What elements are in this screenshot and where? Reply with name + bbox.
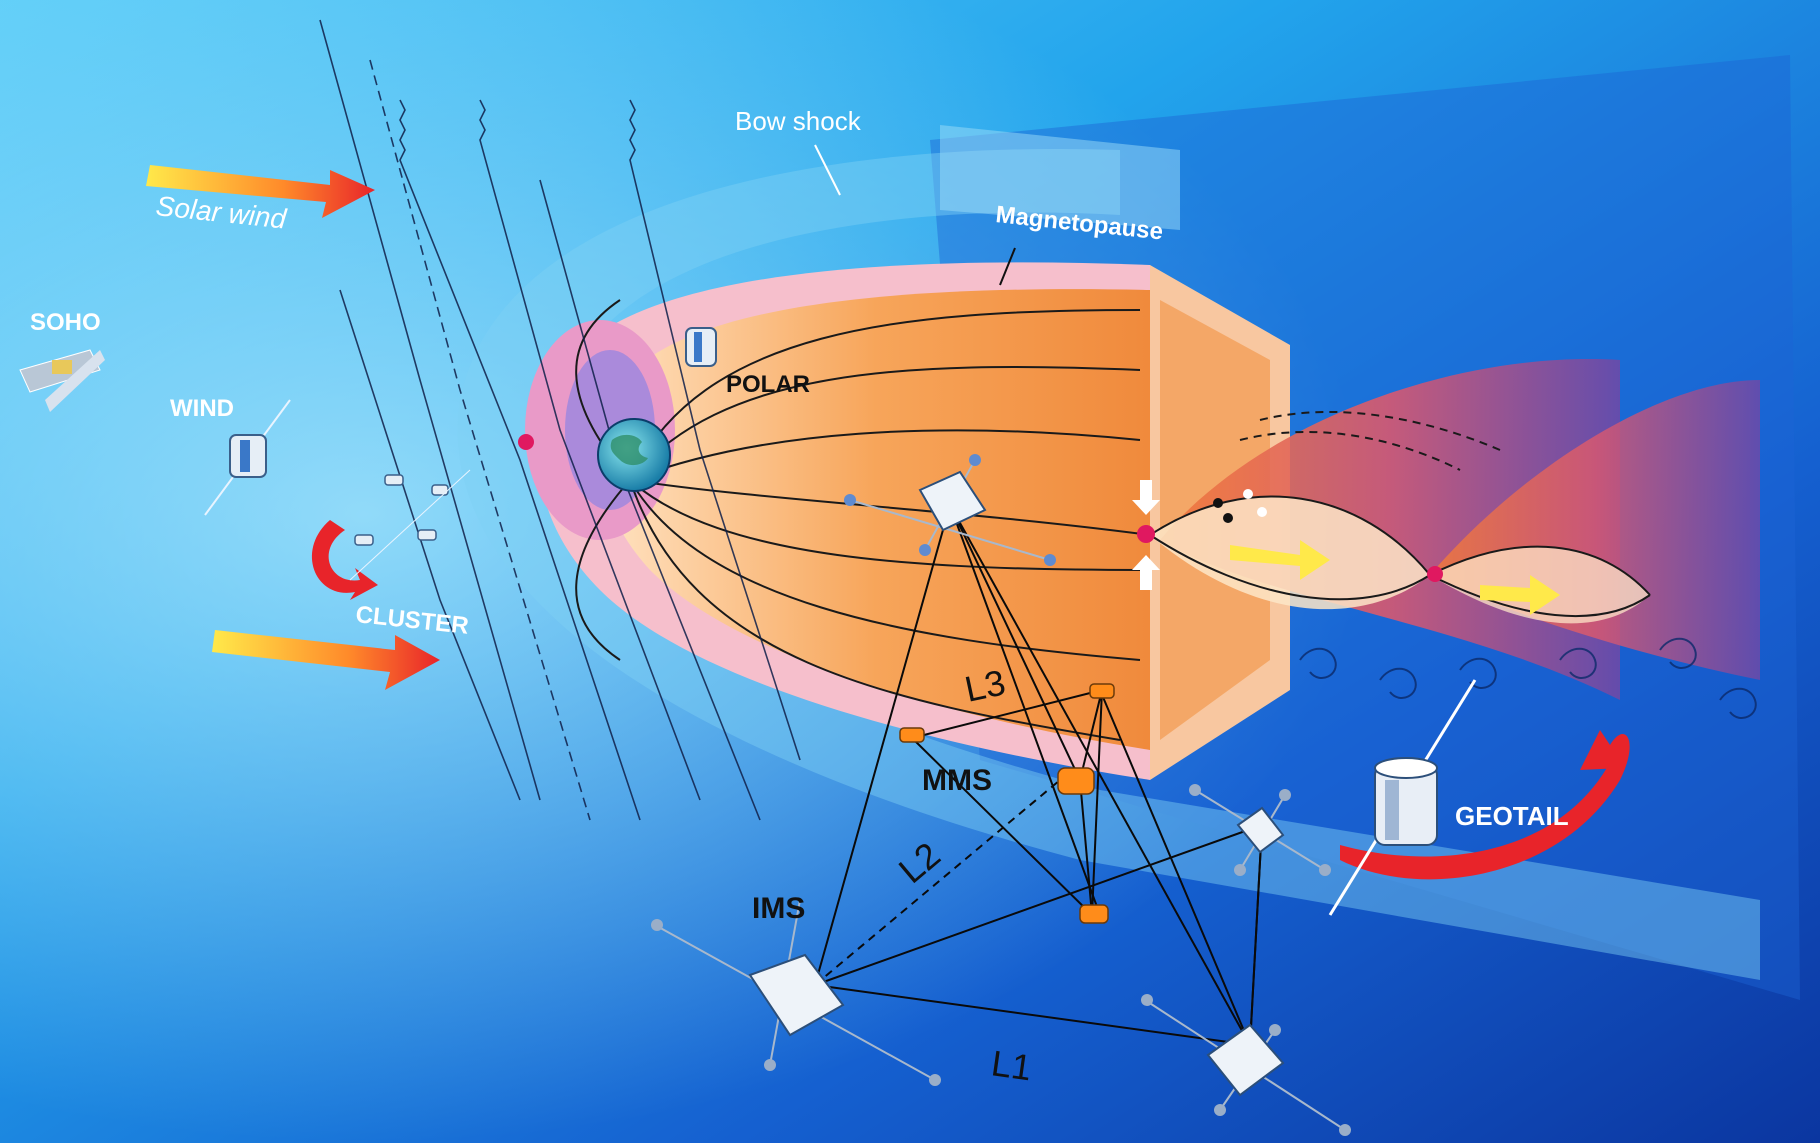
polar-label: POLAR <box>726 371 810 398</box>
mms-spacecraft-group <box>899 683 1115 924</box>
l3-label: L3 <box>961 661 1009 709</box>
inflow-arrow-bottom <box>1132 555 1160 590</box>
cluster-curve-arrow <box>311 520 378 600</box>
earth-continents <box>610 434 648 466</box>
solar-wind-arrow-1 <box>146 165 375 218</box>
bow-shock-pointer <box>814 144 841 196</box>
tail-flow-arrow-2 <box>1480 575 1560 615</box>
soho-spacecraft <box>19 349 105 412</box>
wind-label: WIND <box>170 395 234 422</box>
tail-flow-arrow-1 <box>1230 540 1330 580</box>
geotail-spacecraft <box>1328 679 1477 916</box>
solar-wind-arrow-2 <box>212 630 440 690</box>
tail-lobe-1 <box>1160 359 1620 700</box>
plasma-sheet-lens-1 <box>1150 496 1430 610</box>
turbulence-curls <box>1299 637 1757 719</box>
ims-label: IMS <box>752 892 805 925</box>
imf-lines <box>319 19 801 821</box>
geotail-label: GEOTAIL <box>1455 801 1569 831</box>
ims-antenna-dots-inner <box>844 454 1056 566</box>
near-tail-xpoint <box>1137 525 1155 543</box>
particle-dots <box>1213 489 1267 523</box>
cluster-spacecraft-group <box>349 469 471 581</box>
constellation-lines <box>814 504 1263 1046</box>
soho-label: SOHO <box>30 309 101 336</box>
geotail-curve-arrow <box>1340 730 1630 880</box>
dayside-xpoint <box>518 434 534 450</box>
bow-shock-label: Bow shock <box>735 106 862 136</box>
mms-label: MMS <box>922 764 992 797</box>
ims-spacecraft-bodies <box>748 470 1285 1097</box>
far-tail-xpoint <box>1427 566 1443 582</box>
wind-spacecraft <box>204 399 291 516</box>
l1-label: L1 <box>989 1042 1034 1088</box>
magnetopause-pointer <box>999 247 1016 286</box>
inflow-arrow-top <box>1132 480 1160 515</box>
bow-shock-band <box>457 148 1760 980</box>
polar-spacecraft <box>685 327 717 367</box>
ims-antenna-dots <box>651 784 1351 1136</box>
field-lines <box>575 299 1651 741</box>
bow-shock-top-band <box>940 125 1180 230</box>
